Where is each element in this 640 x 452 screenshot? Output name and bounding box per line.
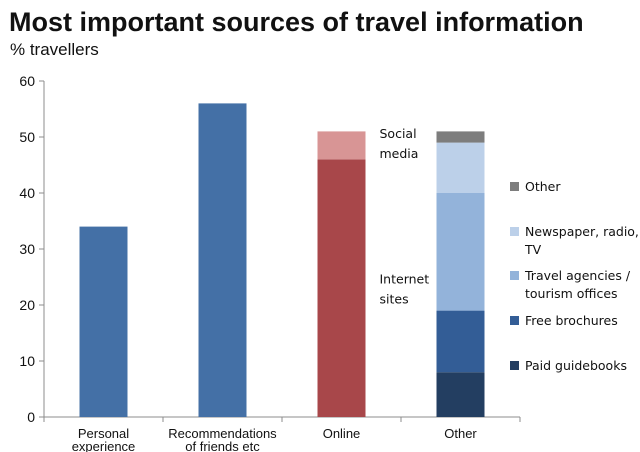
- chart-title: Most important sources of travel informa…: [9, 7, 584, 37]
- annotation-internet-sites: Internet sites: [380, 271, 430, 306]
- bar-segment-other: [436, 131, 485, 143]
- x-tick-label-line: of friends etc: [185, 439, 260, 452]
- bar-segment-travel-agencies-tourism-offices: [436, 193, 485, 311]
- annotation-social-media: Social media: [380, 126, 419, 161]
- legend-label-free-brochures: Free brochures: [525, 313, 618, 328]
- chart-subtitle: % travellers: [10, 40, 99, 59]
- x-tick-label: Recommendations of friends etc: [168, 426, 277, 452]
- x-axis: Personal experience Recommendations of frie…: [43, 416, 521, 452]
- legend: Other Newspaper, radio, TV Travel agencies …: [510, 179, 639, 373]
- legend-label-travel-agencies-tourism-offices: Travel agencies / tourism offices: [524, 268, 631, 301]
- legend-label-travel-agencies-tourism-offices-line: tourism offices: [525, 286, 618, 301]
- x-tick-label-line: Personal: [78, 426, 129, 441]
- legend-label-newspaper-radio-tv-line: Newspaper, radio,: [525, 224, 639, 239]
- x-tick-label-line: Recommendations: [168, 426, 277, 441]
- legend-swatch-paid-guidebooks: [510, 361, 519, 370]
- y-tick-label: 0: [27, 409, 35, 425]
- bar: [198, 103, 247, 418]
- y-tick-label: 40: [19, 185, 35, 201]
- legend-label-travel-agencies-tourism-offices-line: Travel agencies /: [524, 268, 631, 283]
- legend-label-paid-guidebooks-line: Paid guidebooks: [525, 358, 627, 373]
- annotation-internet-sites-line: sites: [380, 291, 409, 306]
- x-tick-label-line: experience: [72, 439, 136, 452]
- annotation-social-media-line: Social: [380, 126, 417, 141]
- legend-label-free-brochures-line: Free brochures: [525, 313, 618, 328]
- y-tick-label: 30: [19, 241, 35, 257]
- x-tick-label: Other: [444, 426, 477, 441]
- x-tick-label-line: Online: [323, 426, 361, 441]
- bar-group: [79, 103, 485, 418]
- bar-segment-paid-guidebooks: [436, 372, 485, 417]
- bar: [79, 226, 128, 417]
- legend-label-other: Other: [525, 179, 561, 194]
- legend-label-newspaper-radio-tv: Newspaper, radio, TV: [524, 224, 639, 257]
- y-tick-label: 10: [19, 353, 35, 369]
- x-tick-label: Online: [323, 426, 361, 441]
- y-tick-label: 20: [19, 297, 35, 313]
- y-axis: 0 10 20 30 40 50 60: [19, 73, 45, 425]
- legend-swatch-free-brochures: [510, 316, 519, 325]
- legend-swatch-travel-agencies-tourism-offices: [510, 271, 519, 280]
- annotation-internet-sites-line: Internet: [380, 271, 430, 286]
- legend-label-other-line: Other: [525, 179, 561, 194]
- bar-segment-internet-sites: [317, 159, 366, 417]
- legend-swatch-other: [510, 182, 519, 191]
- legend-label-newspaper-radio-tv-line: TV: [524, 242, 542, 257]
- legend-swatch-newspaper-radio-tv: [510, 227, 519, 236]
- bar-segment-free-brochures: [436, 310, 485, 373]
- annotation-group: Social media Internet sites: [380, 126, 430, 307]
- y-tick-label: 60: [19, 73, 35, 89]
- annotation-social-media-line: media: [380, 146, 419, 161]
- legend-label-paid-guidebooks: Paid guidebooks: [525, 358, 627, 373]
- bar-segment-newspaper-radio-tv: [436, 142, 485, 193]
- x-tick-label: Personal experience: [72, 426, 136, 452]
- bar-segment-social-media: [317, 131, 366, 160]
- y-tick-label: 50: [19, 129, 35, 145]
- x-tick-label-line: Other: [444, 426, 477, 441]
